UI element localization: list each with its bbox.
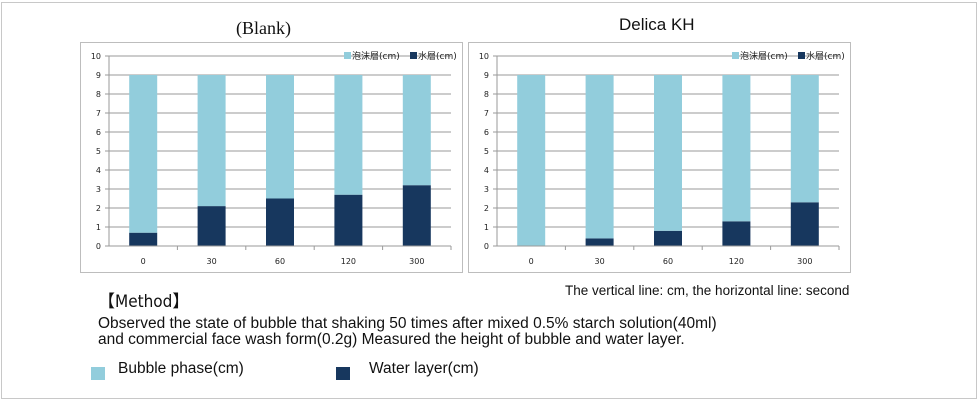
legend-label-water: 水層(cm) — [806, 50, 845, 62]
bar-bubble-30 — [197, 75, 226, 207]
y-tick-label: 2 — [484, 204, 489, 213]
x-tick-label: 30 — [595, 257, 605, 266]
y-tick-label: 7 — [96, 109, 101, 118]
y-tick-label: 8 — [96, 90, 101, 99]
chart-blank: 0 1 2 3 4 5 6 7 8 9 10 0 30 60 120 300 泡沫層(cm) 水層(cm) — [80, 42, 463, 273]
x-tick-label: 300 — [409, 257, 424, 266]
y-tick-label: 5 — [96, 147, 101, 156]
chart-delica-plot: 0 1 2 3 4 5 6 7 8 9 10 0 30 60 120 300 泡沫層(cm) 水層(cm) — [479, 50, 845, 266]
bar-bubble-0 — [129, 75, 158, 233]
y-tick-label: 4 — [96, 166, 101, 175]
chart-blank-plot: 0 1 2 3 4 5 6 7 8 9 10 0 30 60 120 300 泡沫層(cm) 水層(cm) — [91, 50, 457, 266]
x-tick-label: 60 — [663, 257, 673, 266]
bar-water-120 — [334, 194, 363, 246]
method-description: Observed the state of bubble that shakin… — [98, 316, 948, 348]
legend-label-water: Water layer(cm) — [369, 360, 479, 377]
legend-swatch-bubble — [91, 367, 105, 380]
x-tick-label: 0 — [141, 257, 146, 266]
y-tick-label: 4 — [484, 166, 489, 175]
bar-bubble-120 — [722, 75, 751, 222]
x-tick-label: 60 — [275, 257, 285, 266]
x-tick-label: 300 — [797, 257, 812, 266]
bar-water-300 — [790, 202, 819, 246]
x-tick-label: 120 — [729, 257, 744, 266]
chart-title-blank: (Blank) — [236, 18, 291, 38]
x-tick-label: 120 — [341, 257, 356, 266]
chart-title-delica: Delica KH — [619, 15, 695, 34]
bar-bubble-120 — [334, 75, 363, 195]
bar-water-30 — [585, 238, 614, 246]
y-tick-label: 9 — [96, 71, 101, 80]
chart-legend: 泡沫層(cm) 水層(cm) — [732, 50, 845, 62]
bar-bubble-0 — [517, 75, 546, 246]
bar-bubble-300 — [790, 75, 819, 203]
y-tick-label: 3 — [484, 185, 489, 194]
bar-water-300 — [402, 185, 431, 246]
chart-legend: 泡沫層(cm) 水層(cm) — [344, 50, 457, 62]
legend-swatch-water — [798, 52, 805, 59]
chart-delica: 0 1 2 3 4 5 6 7 8 9 10 0 30 60 120 300 泡沫層(cm) 水層(cm) — [468, 42, 851, 273]
y-tick-label: 1 — [484, 223, 489, 232]
description-line-2: and commercial face wash form(0.2g) Meas… — [98, 331, 685, 348]
y-tick-label: 0 — [484, 242, 489, 251]
legend-label-water: 水層(cm) — [418, 50, 457, 62]
y-tick-label: 0 — [96, 242, 101, 251]
bar-water-120 — [722, 221, 751, 246]
y-tick-label: 10 — [479, 52, 489, 61]
bar-water-60 — [654, 230, 682, 246]
method-heading: 【Method】 — [98, 292, 190, 312]
y-tick-label: 6 — [484, 128, 489, 137]
bar-water-0 — [129, 232, 158, 246]
y-tick-label: 6 — [96, 128, 101, 137]
y-tick-label: 9 — [484, 71, 489, 80]
y-tick-label: 7 — [484, 109, 489, 118]
legend-label-bubble: 泡沫層(cm) — [352, 50, 400, 62]
bar-bubble-60 — [654, 75, 682, 231]
y-tick-label: 8 — [484, 90, 489, 99]
bar-water-30 — [197, 206, 226, 246]
y-tick-label: 1 — [96, 223, 101, 232]
bar-bubble-300 — [402, 75, 431, 186]
x-tick-label: 30 — [207, 257, 217, 266]
legend-swatch-bubble — [732, 52, 739, 59]
y-tick-label: 2 — [96, 204, 101, 213]
description-line-1: Observed the state of bubble that shakin… — [98, 315, 717, 332]
legend-swatch-water — [410, 52, 417, 59]
bar-bubble-30 — [585, 75, 614, 239]
legend-label-bubble: 泡沫層(cm) — [740, 50, 788, 62]
legend-swatch-bubble — [344, 52, 351, 59]
legend-label-bubble: Bubble phase(cm) — [118, 360, 244, 377]
y-tick-label: 10 — [91, 52, 101, 61]
bar-water-60 — [266, 198, 294, 246]
bar-bubble-60 — [266, 75, 294, 199]
x-tick-label: 0 — [529, 257, 534, 266]
axis-note: The vertical line: cm, the horizontal li… — [565, 283, 850, 298]
y-tick-label: 3 — [96, 185, 101, 194]
y-tick-label: 5 — [484, 147, 489, 156]
legend-swatch-water — [336, 367, 350, 380]
